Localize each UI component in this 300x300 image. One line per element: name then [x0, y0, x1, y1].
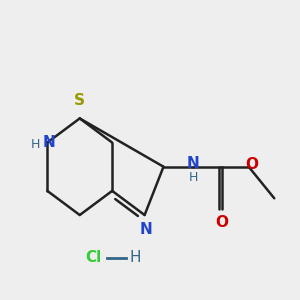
Text: O: O [215, 215, 228, 230]
Text: S: S [74, 93, 85, 108]
Text: N: N [140, 222, 152, 237]
Text: Cl: Cl [85, 250, 101, 265]
Text: N: N [42, 135, 55, 150]
Text: H: H [31, 138, 40, 151]
Text: N: N [187, 155, 200, 170]
Text: H: H [189, 171, 199, 184]
Text: O: O [245, 158, 258, 172]
Text: H: H [129, 250, 141, 265]
